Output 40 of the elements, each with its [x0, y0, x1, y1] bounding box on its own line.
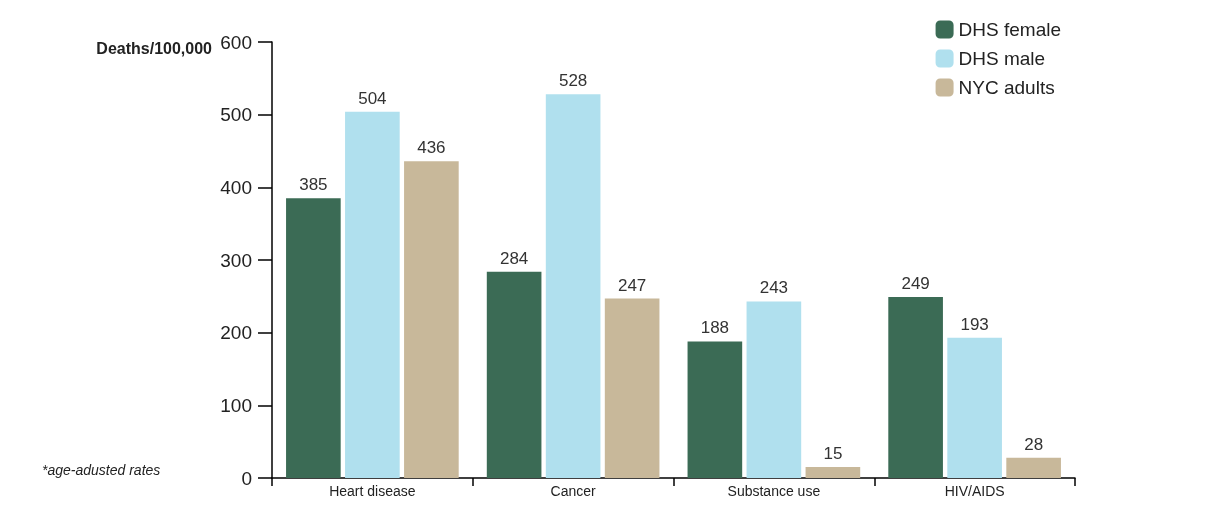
bar — [345, 111, 400, 478]
y-tick-label: 500 — [220, 104, 252, 126]
x-tick-label: Heart disease — [329, 483, 416, 499]
y-tick-label: 100 — [220, 394, 252, 416]
data-label: 528 — [558, 71, 588, 91]
legend-label: DHS male — [958, 48, 1046, 69]
y-tick-label: 200 — [220, 322, 252, 344]
bar — [746, 301, 802, 478]
bar — [1006, 457, 1061, 478]
data-label: 243 — [759, 278, 789, 298]
bar — [687, 341, 743, 478]
bar — [486, 271, 542, 478]
data-label: 436 — [417, 138, 446, 158]
bar — [947, 337, 1002, 478]
bar — [888, 297, 943, 478]
y-axis-title: Deaths/100,000 — [96, 39, 213, 57]
y-tick-label: 300 — [220, 249, 252, 271]
bar — [404, 161, 459, 478]
data-label: 247 — [617, 275, 647, 295]
x-tick-label: Substance use — [727, 483, 821, 499]
data-label: 249 — [901, 274, 930, 294]
x-tick-label: Cancer — [550, 483, 597, 499]
text: *age-adusted rates — [42, 462, 161, 478]
y-tick-label: 0 — [241, 467, 252, 489]
bar — [286, 198, 341, 478]
data-label: 193 — [960, 314, 989, 334]
legend-label: NYC adults — [958, 77, 1055, 98]
data-label: 284 — [499, 248, 529, 268]
data-label: 385 — [299, 175, 328, 195]
bar — [805, 467, 861, 478]
legend-label: DHS female — [958, 19, 1061, 40]
data-label: 28 — [1024, 434, 1044, 454]
bar — [604, 298, 660, 478]
y-tick-label: 400 — [220, 176, 252, 198]
y-tick-label: 600 — [220, 31, 252, 53]
data-label: 188 — [700, 318, 730, 338]
x-tick-label: HIV/AIDS — [944, 483, 1005, 499]
bar — [545, 94, 601, 478]
data-label: 15 — [823, 444, 843, 464]
data-label: 504 — [358, 88, 387, 108]
